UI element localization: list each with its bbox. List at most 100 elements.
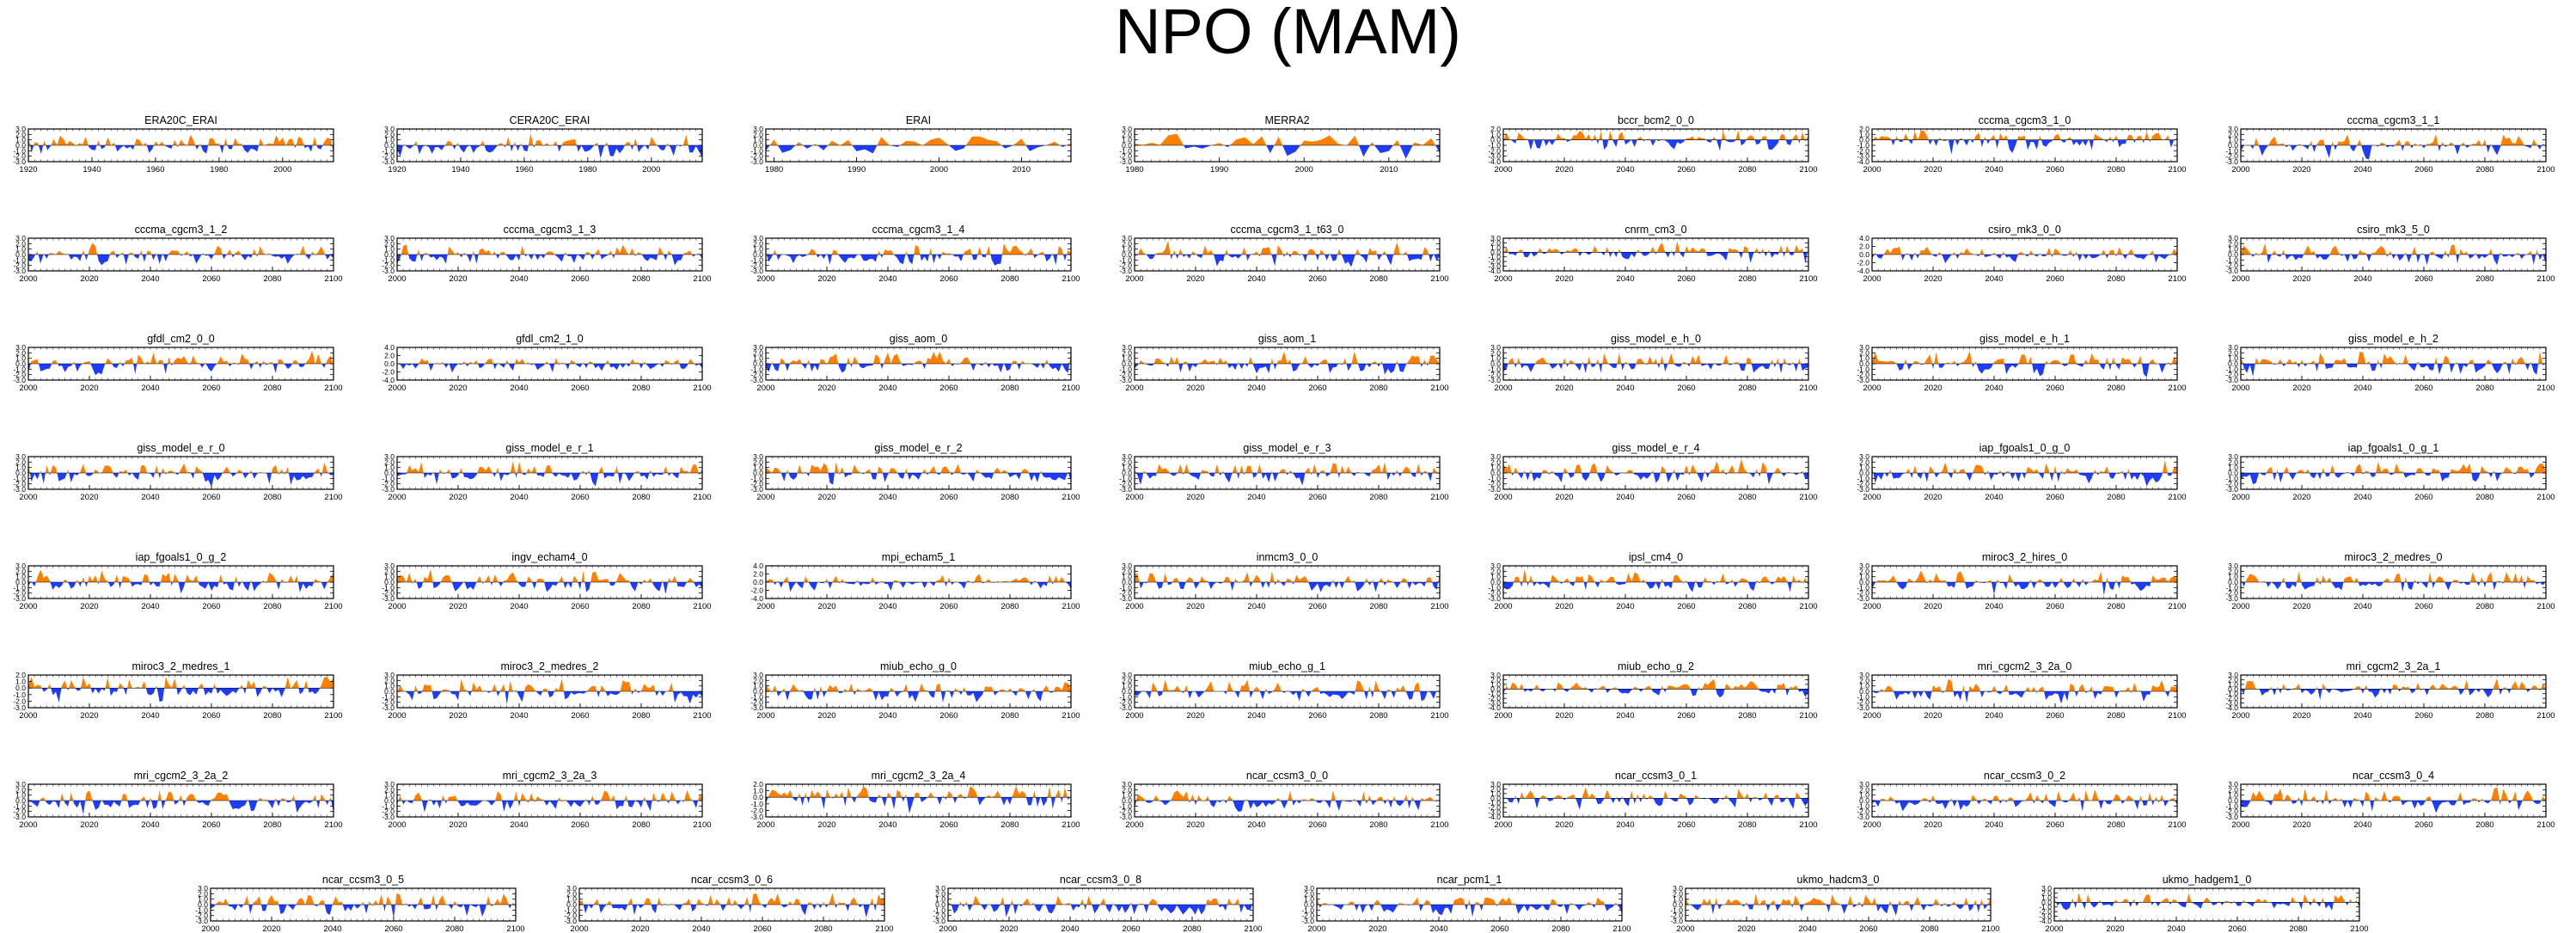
x-tick-label: 2080	[263, 384, 281, 393]
y-tick-label: -2.0	[1488, 371, 1501, 379]
x-tick-label: 2060	[2414, 384, 2432, 393]
x-tick-label: 2060	[2046, 602, 2064, 611]
y-tick-label: 2.0	[1859, 125, 1869, 133]
x-tick-label: 2000	[1494, 602, 1512, 611]
y-tick-label: -2.0	[1119, 152, 1132, 161]
x-tick-label: 2040	[878, 384, 896, 393]
panel-miroc3_2_medres_2: miroc3_2_medres_23.02.01.00.0-1.0-2.0-3.…	[382, 660, 711, 721]
y-tick-label: 1.0	[15, 678, 26, 686]
y-tick-label: 2.0	[753, 239, 763, 248]
positive-area	[397, 358, 702, 364]
x-tick-label: 2040	[1985, 274, 2003, 284]
y-tick-label: -3.0	[750, 267, 763, 275]
y-tick-label: -2.0	[1857, 146, 1869, 155]
x-tick-label: 2020	[80, 602, 98, 611]
x-tick-label: 2040	[510, 274, 528, 284]
panel-title: MERRA2	[1264, 114, 1309, 126]
x-tick-label: 1990	[1210, 165, 1228, 175]
y-tick-label: 2.0	[1859, 242, 1869, 251]
panel-giss_model_e_h_1: giss_model_e_h_1 3.02.01.00.0-1.0-2.0-3.0…	[1857, 333, 2186, 393]
x-tick-label: 2080	[632, 384, 650, 393]
y-tick-label: 3.0	[384, 452, 395, 461]
y-tick-label: 1.0	[753, 136, 763, 144]
y-tick-label: 3.0	[1859, 343, 1869, 352]
x-tick-label: 2100	[1799, 602, 1817, 611]
y-tick-label: 1.0	[1122, 573, 1132, 581]
x-tick-label: 2100	[1430, 384, 1448, 393]
negative-area	[1503, 364, 1808, 374]
y-tick-label: 0.0	[1122, 141, 1132, 150]
y-tick-label: -1.0	[2225, 583, 2238, 592]
negative-area	[397, 691, 702, 705]
positive-area	[2241, 572, 2546, 582]
panel-giss_model_e_r_4: giss_model_e_r_4 3.02.01.00.0-1.0-2.0-3.0…	[1488, 442, 1817, 502]
x-tick-label: 2080	[1000, 384, 1019, 393]
negative-area	[1503, 473, 1808, 485]
panel-title: giss_model_e_h_2	[2348, 333, 2438, 345]
x-tick-label: 2100	[1430, 493, 1448, 502]
x-tick-label: 2080	[632, 274, 650, 284]
y-tick-label: -1.0	[1857, 141, 1869, 150]
x-tick-label: 2040	[1247, 274, 1265, 284]
x-tick-label: 2100	[2536, 602, 2555, 611]
y-tick-label: -3.0	[2225, 594, 2238, 603]
y-tick-label: -1.0	[13, 583, 26, 592]
y-tick-label: 1.0	[2228, 245, 2238, 254]
x-tick-label: 2060	[1308, 602, 1326, 611]
negative-area	[28, 145, 333, 155]
x-tick-label: 2000	[1863, 274, 1881, 284]
x-tick-label: 2080	[2475, 165, 2493, 175]
x-tick-label: 2100	[1062, 493, 1080, 502]
y-tick-label: 2.0	[2228, 130, 2238, 138]
negative-area	[766, 364, 1071, 373]
y-tick-label: 2.0	[2228, 567, 2238, 575]
y-tick-label: 1.0	[1122, 245, 1132, 254]
y-tick-label: -3.0	[1857, 594, 1869, 603]
x-tick-label: 2080	[632, 602, 650, 611]
y-tick-label: 3.0	[384, 125, 395, 133]
x-tick-label: 2080	[1738, 493, 1756, 502]
y-tick-label: -1.0	[1857, 365, 1869, 373]
negative-area	[1872, 582, 2177, 596]
panel-title: bccr_bcm2_0_0	[1618, 114, 1694, 126]
y-tick-label: 0.0	[1859, 250, 1869, 259]
x-tick-label: 2020	[817, 602, 835, 611]
plot-frame	[1871, 128, 2178, 163]
y-tick-label: -4.0	[750, 594, 763, 603]
x-tick-label: 2020	[1924, 493, 1942, 502]
y-tick-label: -3.0	[382, 594, 395, 603]
y-tick-label: 2.0	[384, 457, 395, 466]
y-tick-label: -2.0	[2225, 261, 2238, 270]
y-tick-label: 2.0	[1859, 567, 1869, 575]
panel-iap_fgoals1_0_g_1: iap_fgoals1_0_g_1 3.02.01.00.0-1.0-2.0-3.…	[2225, 442, 2555, 502]
x-tick-label: 2100	[2168, 384, 2186, 393]
x-tick-label: 2040	[1247, 602, 1265, 611]
y-tick-label: 1.0	[1490, 463, 1501, 472]
x-tick-label: 2000	[2231, 384, 2249, 393]
y-tick-label: -3.0	[13, 703, 26, 712]
x-tick-label: 2060	[2414, 165, 2432, 175]
positive-area	[1873, 130, 2177, 140]
x-tick-label: 2080	[1738, 165, 1756, 175]
x-tick-label: 2020	[2292, 384, 2310, 393]
x-tick-label: 2060	[1677, 274, 1695, 284]
y-tick-label: -1.0	[13, 691, 26, 699]
y-tick-label: -2.0	[382, 368, 395, 377]
x-tick-label: 2020	[449, 602, 467, 611]
x-tick-label: 2020	[1924, 274, 1942, 284]
y-tick-label: 2.0	[753, 348, 763, 357]
x-tick-label: 2020	[817, 274, 835, 284]
x-tick-label: 1980	[210, 165, 228, 175]
x-tick-label: 2100	[2536, 165, 2555, 175]
x-tick-label: 2080	[1000, 602, 1019, 611]
y-tick-label: -3.0	[750, 485, 763, 494]
y-tick-label: -1.0	[2225, 146, 2238, 155]
x-tick-label: 2000	[2231, 493, 2249, 502]
y-tick-label: -2.0	[1857, 589, 1869, 598]
x-tick-label: 2040	[1616, 384, 1634, 393]
negative-area	[766, 582, 1071, 592]
x-tick-label: 2000	[388, 384, 406, 393]
x-tick-label: 2020	[1555, 493, 1573, 502]
y-tick-label: -1.0	[13, 255, 26, 264]
